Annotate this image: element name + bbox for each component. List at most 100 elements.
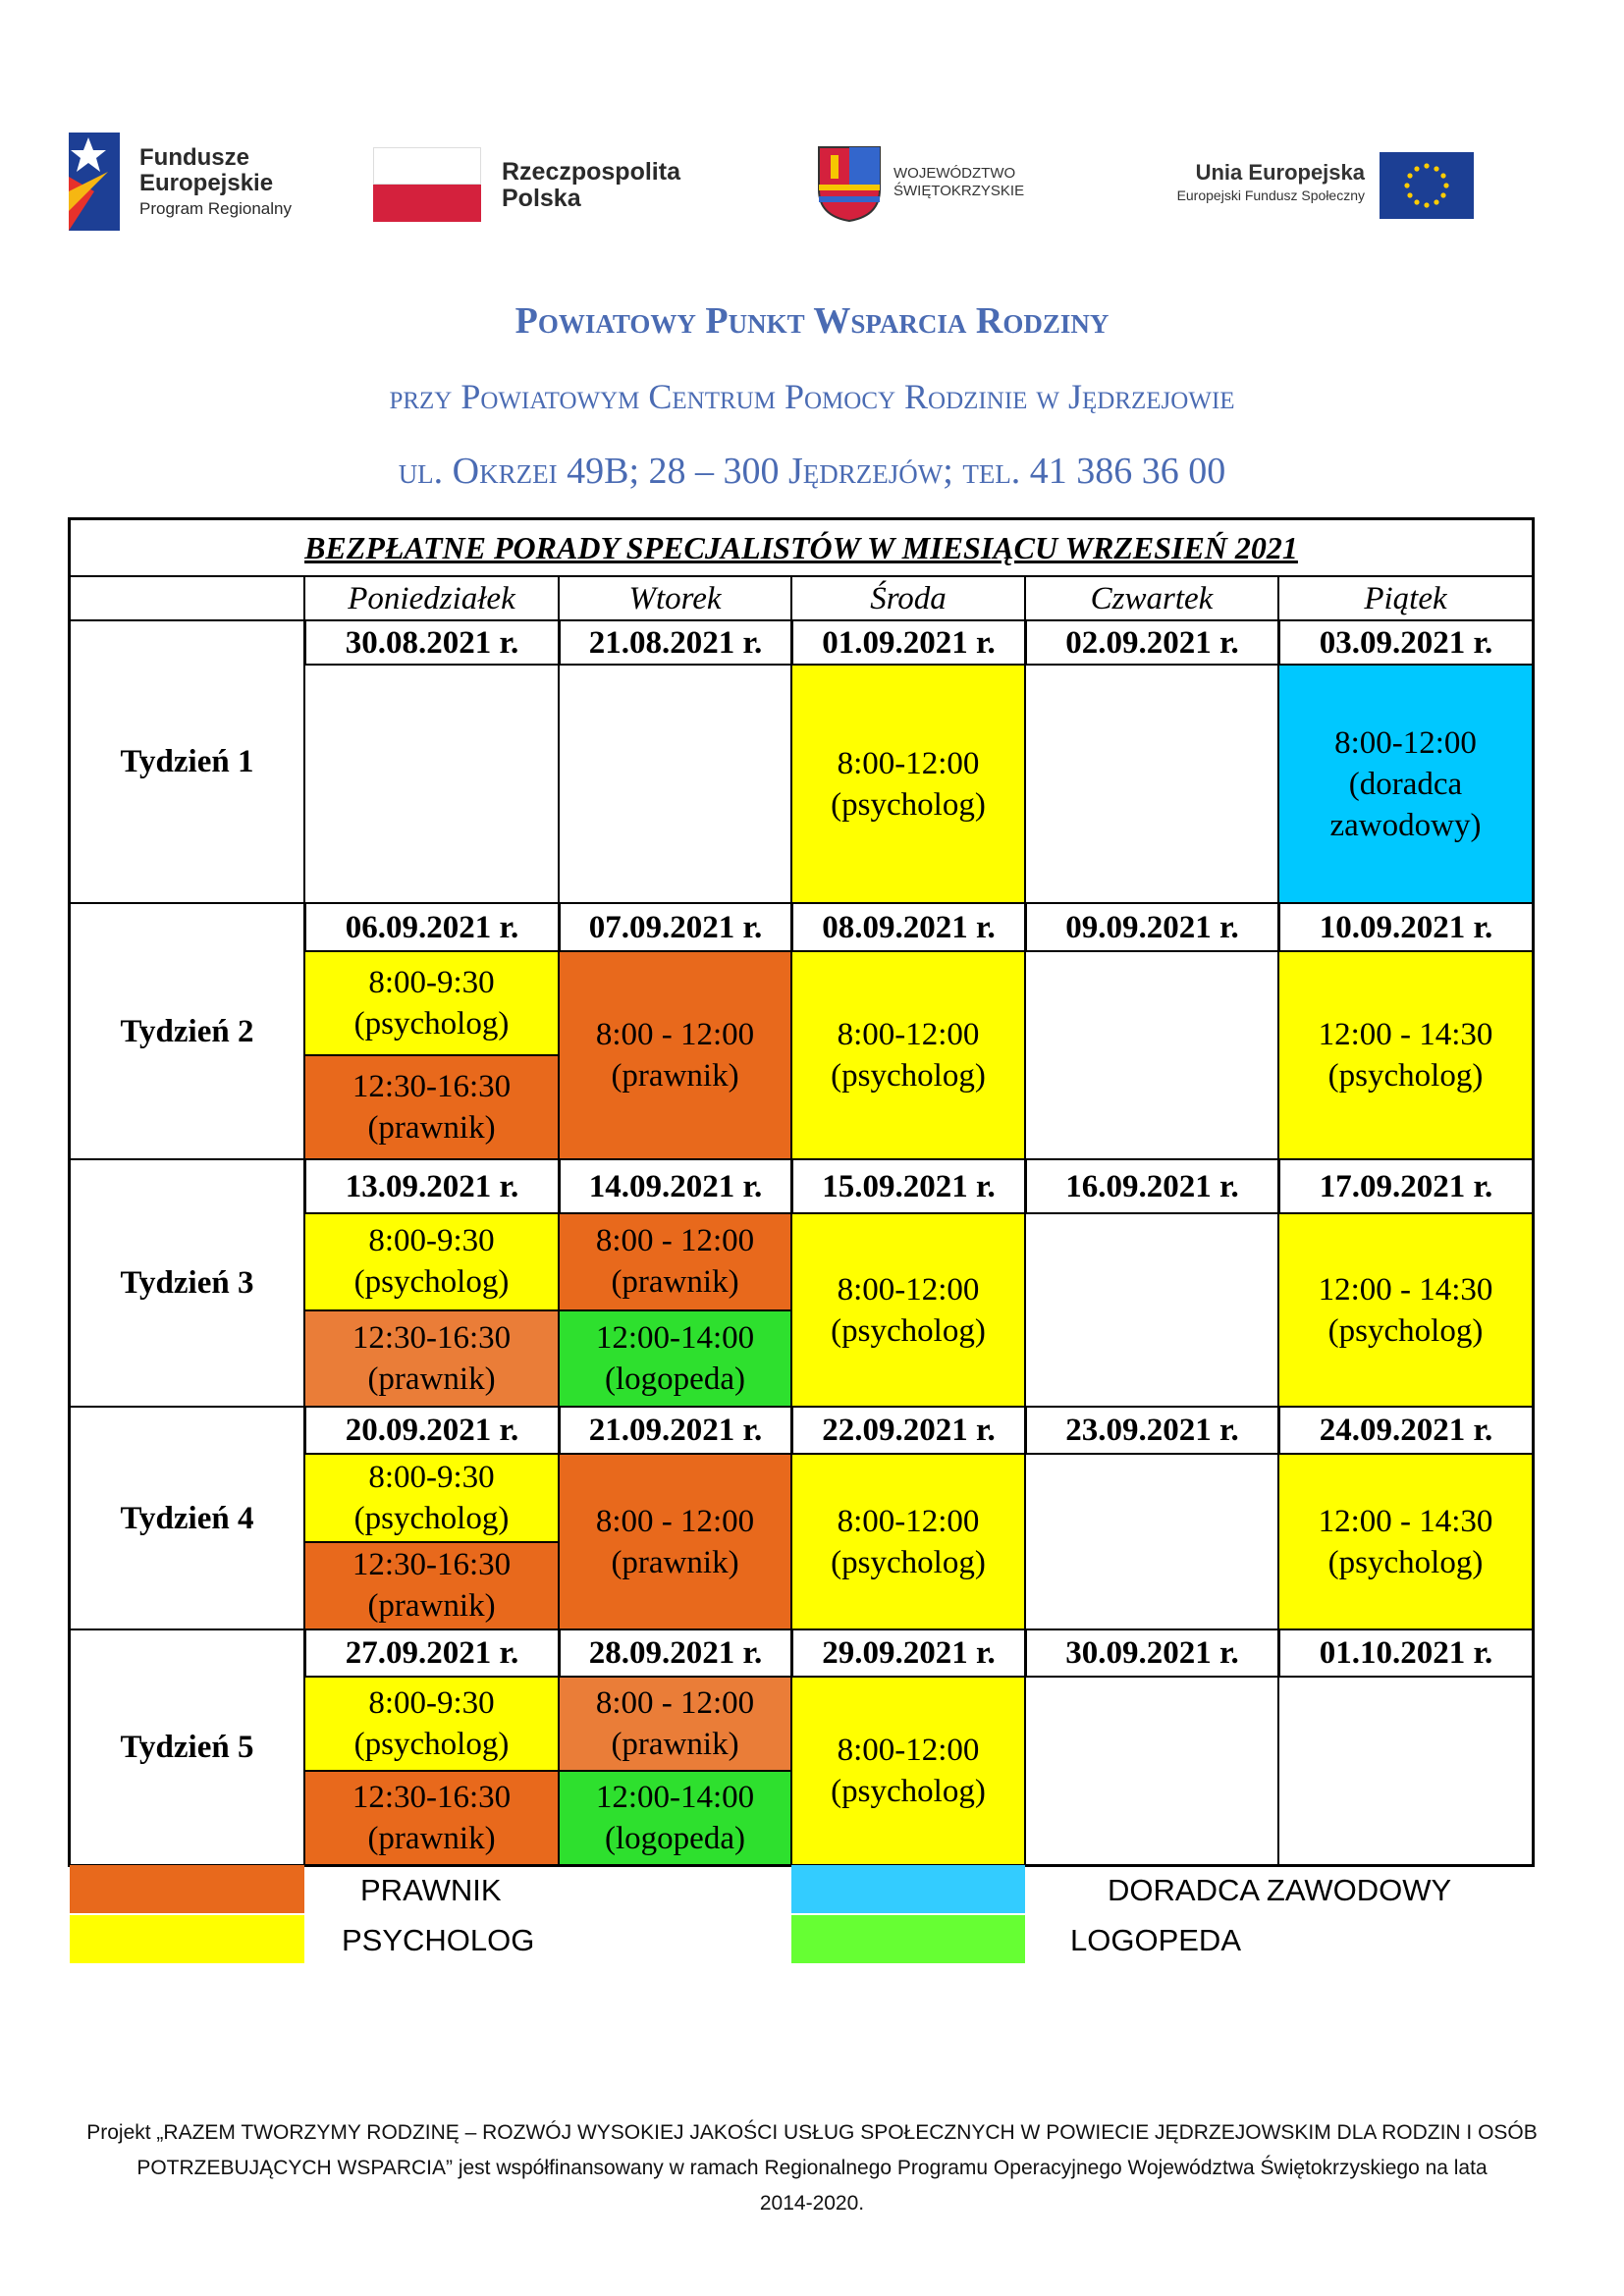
- date-cell: 16.09.2021 r.: [1025, 1159, 1278, 1213]
- fe-logo: Fundusze Europejskie Program Regionalny: [139, 145, 292, 222]
- header-line: ul. Okrzei 49B; 28 – 300 Jędrzejów; tel.…: [398, 451, 1226, 492]
- date-cell: 21.08.2021 r.: [559, 620, 791, 665]
- table-title: BEZPŁATNE PORADY SPECJALISTÓW W MIESIĄCU…: [70, 519, 1533, 576]
- footer-line: 2014-2020.: [759, 2192, 865, 2215]
- slot-text: zawodowy): [1329, 807, 1482, 843]
- slot-text: (psycholog): [353, 1006, 510, 1041]
- day-header: Czwartek: [1025, 576, 1278, 620]
- slot-text: (psycholog): [353, 1500, 510, 1536]
- footer-line: POTRZEBUJĄCYCH WSPARCIA” jest współfinan…: [136, 2157, 1488, 2179]
- date-cell: 07.09.2021 r.: [559, 903, 791, 951]
- footer: Projekt „RAZEM TWORZYMY RODZINĘ – ROZWÓJ…: [0, 2115, 1624, 2221]
- slot-text: (prawnik): [611, 1727, 739, 1762]
- slot-text: 8:00-12:00: [837, 745, 980, 781]
- logo-text: Europejskie: [139, 170, 274, 196]
- slot-text: (prawnik): [367, 1821, 496, 1856]
- logo-text: ŚWIĘTOKRZYSKIE: [893, 183, 1025, 199]
- empty-cell: [1025, 665, 1278, 903]
- slot-text: (prawnik): [611, 1544, 739, 1580]
- day-header: Poniedziałek: [304, 576, 559, 620]
- slot-cell: 8:00-12:00 (psycholog): [791, 1213, 1025, 1407]
- empty-cell: [559, 665, 791, 903]
- slot-cell: 8:00-12:00 (psycholog): [791, 1454, 1025, 1629]
- empty-cell: [1025, 1454, 1278, 1629]
- slot-text: 8:00-12:00: [1334, 724, 1477, 761]
- slot-cell: 12:00-14:00 (logopeda): [559, 1771, 791, 1865]
- slot-text: 12:00-14:00: [595, 1780, 755, 1815]
- logo-text: Program Regionalny: [139, 199, 292, 218]
- slot-cell: 12:00-14:00 (logopeda): [559, 1309, 791, 1407]
- slot-cell: 12:00 - 14:30 (psycholog): [1278, 1454, 1533, 1629]
- slot-cell: 8:00 - 12:00 (prawnik): [559, 1677, 791, 1771]
- date-cell: 29.09.2021 r.: [791, 1629, 1025, 1677]
- logo-text: Fundusze: [139, 144, 249, 171]
- date-cell: 27.09.2021 r.: [304, 1629, 559, 1677]
- logo-text: Europejski Fundusz Społeczny: [1176, 187, 1365, 203]
- slot-text: (doradca: [1348, 766, 1463, 802]
- day-header: Wtorek: [559, 576, 791, 620]
- slot-cell: 12:00 - 14:30 (psycholog): [1278, 951, 1533, 1159]
- slot-text: (psycholog): [1327, 1058, 1484, 1094]
- slot-cell: 12:30-16:30 (prawnik): [304, 1055, 559, 1159]
- slot-cell: 8:00 - 12:00 (prawnik): [559, 1213, 791, 1310]
- date-cell: 24.09.2021 r.: [1278, 1407, 1533, 1454]
- slot-text: (prawnik): [367, 1588, 496, 1625]
- empty-cell: [1025, 1213, 1278, 1407]
- slot-cell: 8:00-12:00 (psycholog): [791, 1677, 1025, 1865]
- slot-text: (psycholog): [831, 1058, 986, 1094]
- empty-cell: [1025, 951, 1278, 1159]
- date-cell: 30.08.2021 r.: [304, 620, 559, 665]
- slot-cell: 8:00-9:30 (psycholog): [304, 1454, 559, 1542]
- empty-cell: [1025, 1677, 1278, 1865]
- slot-text: 12:00 - 14:30: [1318, 1271, 1493, 1308]
- header-title: Powiatowy Punkt Wsparcia Rodziny: [514, 300, 1110, 342]
- fe-icon: [69, 133, 120, 231]
- slot-text: 12:30-16:30: [352, 1780, 512, 1815]
- date-cell: 09.09.2021 r.: [1025, 903, 1278, 951]
- week-label: Tydzień 3: [70, 1159, 304, 1407]
- slot-text: 8:00-9:30: [368, 1459, 495, 1495]
- eu-flag: [1380, 152, 1474, 219]
- slot-text: (prawnik): [367, 1361, 496, 1397]
- slot-text: (psycholog): [831, 1774, 986, 1809]
- date-cell: 14.09.2021 r.: [559, 1159, 791, 1213]
- slot-text: (psycholog): [831, 786, 986, 823]
- logo-text: WOJEWÓDZTWO: [893, 165, 1016, 182]
- legend-swatch: [791, 1915, 1025, 1963]
- slot-text: 12:00 - 14:30: [1318, 1017, 1493, 1052]
- slot-cell: 12:30-16:30 (prawnik): [304, 1771, 559, 1865]
- slot-text: 8:00-9:30: [368, 1685, 495, 1721]
- date-cell: 01.10.2021 r.: [1278, 1629, 1533, 1677]
- slot-cell: 8:00-12:00 (doradca zawodowy): [1278, 665, 1533, 903]
- logo-text: Polska: [502, 185, 581, 212]
- date-cell: 20.09.2021 r.: [304, 1407, 559, 1454]
- polish-flag: [373, 147, 481, 222]
- slot-cell: 8:00-12:00 (psycholog): [791, 951, 1025, 1159]
- date-cell: 10.09.2021 r.: [1278, 903, 1533, 951]
- slot-text: (prawnik): [611, 1058, 739, 1094]
- slot-text: (prawnik): [611, 1264, 739, 1301]
- ue-logo: Unia Europejska Europejski Fundusz Społe…: [1159, 160, 1365, 205]
- date-cell: 08.09.2021 r.: [791, 903, 1025, 951]
- slot-text: (logopeda): [605, 1361, 745, 1397]
- date-cell: 01.09.2021 r.: [791, 620, 1025, 665]
- slot-text: 8:00 - 12:00: [595, 1685, 755, 1721]
- date-cell: 21.09.2021 r.: [559, 1407, 791, 1454]
- slot-text: 8:00-12:00: [837, 1271, 980, 1308]
- legend-swatch: [70, 1865, 304, 1913]
- slot-cell: 8:00-9:30 (psycholog): [304, 1677, 559, 1771]
- week-label: Tydzień 5: [70, 1629, 304, 1865]
- slot-text: (psycholog): [831, 1312, 986, 1349]
- slot-text: (logopeda): [605, 1821, 745, 1856]
- slot-cell: 8:00 - 12:00 (prawnik): [559, 1454, 791, 1629]
- logo-text: Unia Europejska: [1195, 160, 1365, 185]
- legend-label: PSYCHOLOG: [342, 1923, 535, 1957]
- slot-text: (psycholog): [1327, 1544, 1484, 1580]
- slot-text: 8:00 - 12:00: [595, 1223, 755, 1259]
- slot-text: 8:00 - 12:00: [595, 1017, 755, 1052]
- slot-text: 12:00 - 14:30: [1318, 1503, 1493, 1539]
- legend-label: LOGOPEDA: [1070, 1923, 1241, 1957]
- slot-text: (psycholog): [831, 1544, 986, 1580]
